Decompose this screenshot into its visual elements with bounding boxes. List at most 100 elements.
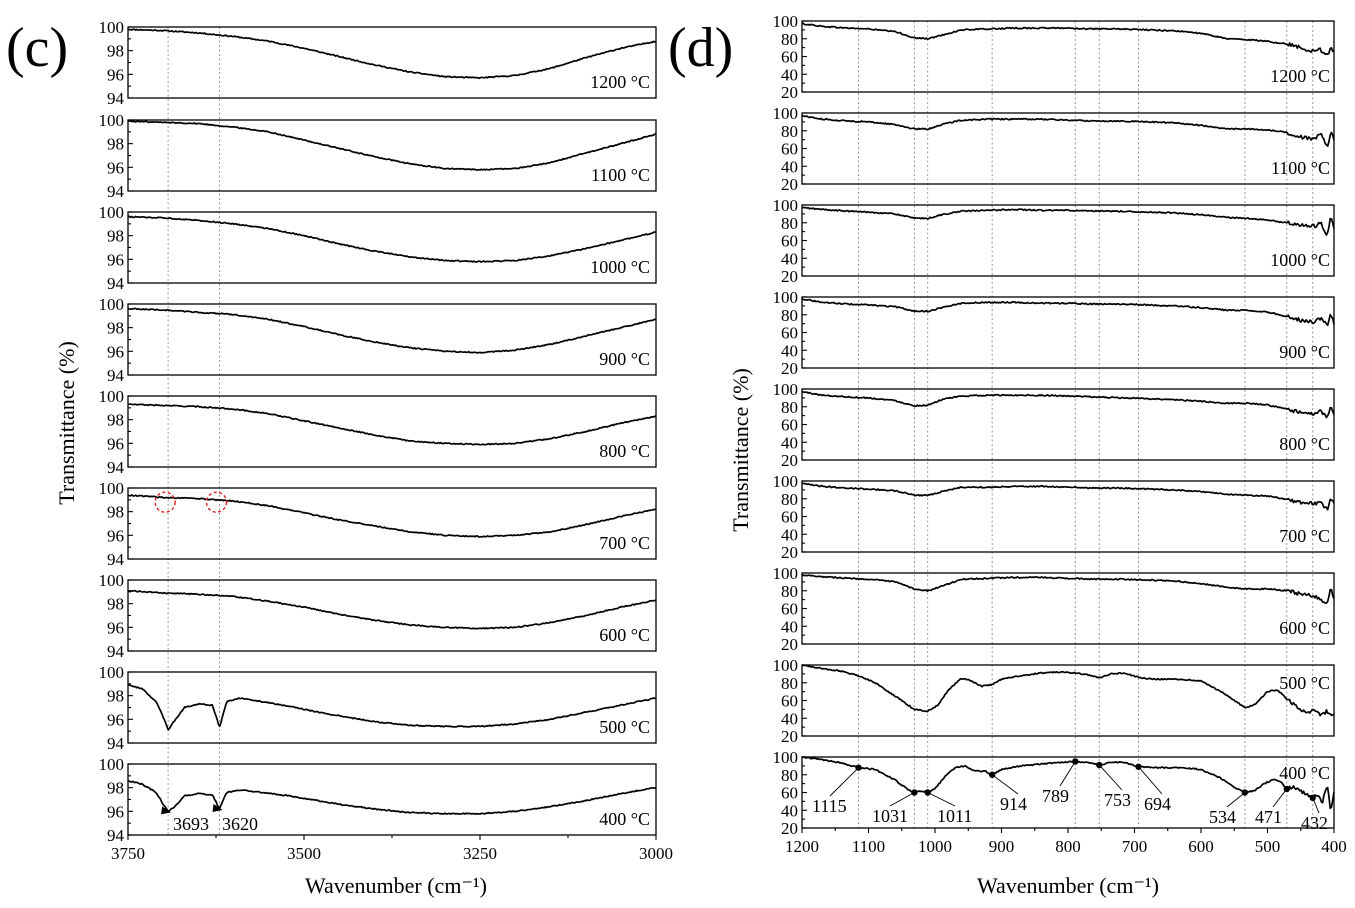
highlight-circle-0	[154, 491, 176, 513]
ytick-label-d-2-0: 20	[781, 267, 798, 286]
series-line-c-3	[127, 307, 657, 354]
ytick-label-c-7-1: 96	[107, 710, 124, 729]
peak-leader-d-1	[889, 792, 915, 807]
ytick-label-c-2-1: 96	[107, 250, 124, 269]
series-line-c-8	[127, 779, 657, 815]
ytick-label-c-1-2: 98	[107, 135, 124, 154]
ytick-label-c-3-3: 100	[99, 295, 125, 314]
subplot-frame-d-3	[801, 296, 1335, 369]
ytick-label-c-6-0: 94	[107, 642, 125, 661]
peak-marker-d-5	[1096, 761, 1103, 769]
ytick-label-d-0-1: 40	[781, 65, 798, 84]
peak-label-d-6: 694	[1144, 794, 1171, 814]
series-line-c-4	[127, 403, 657, 446]
ytick-label-d-4-2: 60	[781, 416, 798, 435]
subplot-frame-d-6	[801, 572, 1335, 645]
ytick-label-d-8-3: 80	[781, 766, 798, 785]
xtick-label-c-0: 3750	[111, 844, 145, 863]
ytick-label-d-8-4: 100	[773, 748, 799, 767]
panel-c: 94 96 98 100 1200 °C 94 96 98 100 1100 °C 94 96 98 10…	[99, 18, 674, 863]
series-label-c-1: 1100 °C	[591, 165, 650, 185]
series-label-d-0: 1200 °C	[1270, 66, 1330, 86]
ytick-label-d-8-0: 20	[781, 819, 798, 838]
subplot-frame-d-2	[801, 204, 1335, 277]
ytick-label-c-0-3: 100	[99, 18, 125, 37]
subplot-frame-c-3	[127, 303, 657, 376]
series-line-c-0	[127, 28, 657, 80]
peak-marker-d-1	[911, 789, 918, 796]
xlabel-d: Wavenumber (cm⁻¹)	[977, 873, 1159, 898]
peak-label-c-1: 3620	[222, 814, 258, 834]
xtick-label-c-1: 3500	[287, 844, 321, 863]
series-line-d-1	[801, 114, 1335, 147]
ytick-label-c-5-0: 94	[107, 550, 125, 569]
ytick-label-c-4-3: 100	[99, 387, 125, 406]
xtick-label-d-0: 1200	[785, 837, 819, 856]
ytick-label-d-0-0: 20	[781, 83, 798, 102]
ytick-label-c-6-3: 100	[99, 571, 125, 590]
ytick-label-c-0-2: 98	[107, 42, 124, 61]
peak-marker-d-2	[924, 789, 931, 796]
ytick-label-d-0-4: 100	[773, 12, 799, 31]
series-label-c-8: 400 °C	[599, 809, 650, 829]
subplot-frame-d-7	[801, 664, 1335, 737]
panel-label-d: (d)	[668, 17, 733, 79]
subplot-frame-d-5	[801, 480, 1335, 553]
subplot-frame-c-2	[127, 211, 657, 284]
xtick-label-d-1: 1100	[852, 837, 885, 856]
ytick-label-d-7-1: 40	[781, 709, 798, 728]
ytick-label-c-8-2: 98	[107, 779, 124, 798]
ytick-label-c-6-2: 98	[107, 595, 124, 614]
series-label-d-5: 700 °C	[1279, 526, 1330, 546]
series-line-c-1	[127, 120, 657, 171]
ytick-label-c-5-1: 96	[107, 526, 124, 545]
ytick-label-c-2-2: 98	[107, 227, 124, 246]
ytick-label-c-7-2: 98	[107, 687, 124, 706]
ytick-label-d-6-3: 80	[781, 582, 798, 601]
series-line-c-6	[128, 589, 657, 630]
peak-label-d-4: 789	[1042, 786, 1069, 806]
panel-label-c: (c)	[6, 17, 68, 79]
ytick-label-d-1-2: 60	[781, 140, 798, 159]
series-label-c-5: 700 °C	[599, 533, 650, 553]
subplot-frame-c-6	[127, 579, 657, 652]
xtick-label-d-8: 400	[1321, 837, 1347, 856]
peak-leader-d-4	[1059, 761, 1076, 787]
series-line-d-7	[801, 664, 1335, 717]
peak-label-d-0: 1115	[812, 796, 847, 816]
series-label-d-6: 600 °C	[1279, 618, 1330, 638]
ytick-label-d-4-3: 80	[781, 398, 798, 417]
ytick-label-c-0-0: 94	[107, 89, 125, 108]
peak-label-c-0: 3693	[173, 814, 209, 834]
series-line-d-0	[801, 22, 1335, 56]
subplot-frame-c-4	[127, 395, 657, 468]
xtick-label-d-6: 600	[1188, 837, 1214, 856]
ytick-label-d-5-1: 40	[781, 525, 798, 544]
ytick-label-d-1-3: 80	[781, 122, 798, 141]
ytick-label-d-5-3: 80	[781, 490, 798, 509]
series-label-d-7: 500 °C	[1279, 673, 1330, 693]
peak-label-d-1: 1031	[872, 806, 908, 826]
series-label-c-4: 800 °C	[599, 441, 650, 461]
peak-marker-d-4	[1072, 758, 1079, 765]
ytick-label-c-0-1: 96	[107, 65, 124, 84]
ytick-label-d-3-3: 80	[781, 306, 798, 325]
ytick-label-d-1-0: 20	[781, 175, 798, 194]
subplot-frame-c-7	[127, 671, 657, 744]
xtick-label-d-5: 700	[1122, 837, 1148, 856]
peak-label-d-8: 471	[1255, 807, 1282, 827]
xtick-label-d-7: 500	[1255, 837, 1281, 856]
ytick-label-d-3-0: 20	[781, 359, 798, 378]
peak-marker-c-1	[212, 803, 223, 812]
subplot-frame-c-0	[127, 26, 657, 99]
series-line-d-3	[801, 297, 1335, 327]
subplot-frame-d-0	[801, 20, 1335, 93]
peak-leader-d-8	[1272, 788, 1288, 808]
series-line-d-5	[801, 482, 1335, 511]
series-label-d-3: 900 °C	[1279, 342, 1330, 362]
series-line-c-2	[127, 215, 657, 263]
ytick-label-c-1-1: 96	[107, 158, 124, 177]
ytick-label-c-8-3: 100	[99, 755, 125, 774]
ytick-label-d-5-4: 100	[773, 472, 799, 491]
